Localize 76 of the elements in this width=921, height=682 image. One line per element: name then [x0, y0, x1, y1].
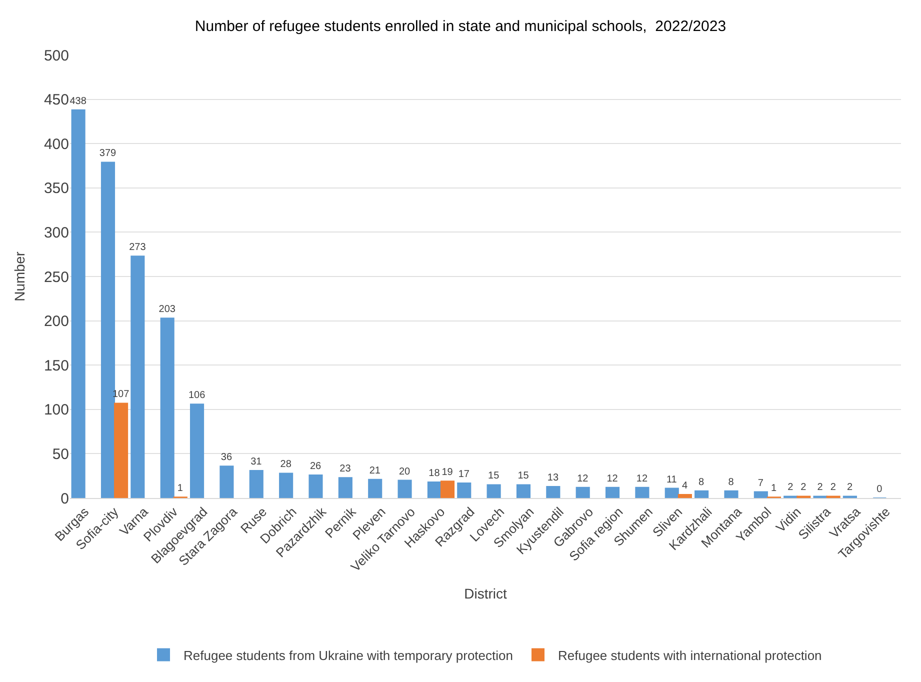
y-tick-label: 400 — [44, 136, 69, 153]
bar — [398, 480, 412, 498]
bar — [71, 109, 86, 498]
y-tick-label: 200 — [44, 313, 69, 330]
bar — [114, 402, 128, 498]
data-label: 21 — [369, 465, 381, 476]
bar — [220, 466, 234, 498]
bar — [605, 486, 620, 498]
data-label: 2 — [800, 482, 807, 494]
y-tick-label: 0 — [60, 490, 69, 508]
data-label: 19 — [442, 467, 454, 478]
data-label: 11 — [666, 474, 678, 486]
bar — [724, 490, 738, 498]
y-tick-label: 100 — [44, 402, 69, 419]
data-label: 20 — [398, 466, 411, 478]
data-label: 12 — [636, 473, 648, 484]
bar — [279, 472, 294, 498]
data-label: 7 — [758, 478, 764, 489]
data-label: 13 — [547, 472, 559, 484]
data-label: 15 — [488, 470, 500, 482]
bar — [754, 491, 768, 498]
data-label: 0 — [876, 484, 883, 495]
data-label: 31 — [250, 456, 262, 468]
data-label: 1 — [770, 483, 777, 494]
data-label: 36 — [220, 452, 232, 464]
y-tick-label: 250 — [44, 268, 69, 286]
data-label: 2 — [788, 482, 794, 494]
data-label: 1 — [177, 483, 184, 494]
bar — [440, 480, 455, 498]
data-label: 106 — [188, 390, 206, 402]
data-label: 273 — [129, 242, 146, 254]
data-label: 8 — [728, 476, 734, 488]
y-tick-label: 450 — [44, 92, 69, 109]
bar — [546, 486, 560, 498]
data-label: 26 — [310, 460, 322, 472]
y-tick-label: 150 — [44, 357, 69, 374]
data-label: 28 — [280, 459, 292, 470]
bar — [457, 482, 472, 498]
bar — [338, 477, 352, 498]
x-axis-title: District — [464, 586, 507, 602]
data-label: 2 — [830, 482, 836, 494]
bar — [130, 256, 145, 498]
bar — [308, 474, 323, 498]
data-label: 438 — [70, 96, 87, 107]
bar — [678, 494, 692, 498]
data-label: 8 — [698, 476, 705, 488]
y-tick-label: 350 — [44, 180, 69, 198]
data-label: 4 — [682, 480, 688, 492]
bar — [694, 490, 709, 498]
data-label: 12 — [577, 473, 589, 484]
data-label: 12 — [606, 473, 618, 484]
y-axis-title: Number — [12, 251, 28, 302]
y-tick-label: 50 — [52, 446, 69, 463]
bar — [368, 478, 382, 498]
chart-title: Number of refugee students enrolled in state and municipal schools, 2022/2023 — [194, 18, 726, 35]
legend-label: Refugee students from Ukraine with temporary protection — [184, 648, 513, 663]
legend-label: Refugee students with international protection — [558, 648, 822, 663]
data-label: 23 — [340, 464, 352, 475]
data-label: 15 — [518, 470, 530, 482]
data-label: 17 — [458, 468, 470, 480]
bar — [249, 470, 264, 498]
bar — [427, 482, 442, 498]
bar — [635, 486, 650, 498]
bar — [576, 486, 590, 498]
y-tick-label: 500 — [44, 47, 69, 64]
y-tick-label: 300 — [44, 224, 69, 242]
bar — [516, 484, 531, 498]
bar — [486, 484, 501, 498]
data-label: 203 — [158, 304, 176, 316]
bar — [190, 404, 204, 498]
data-label: 2 — [817, 482, 824, 494]
bar — [160, 318, 174, 498]
data-label: 2 — [846, 482, 853, 494]
data-label: 379 — [99, 148, 117, 160]
data-label: 18 — [428, 468, 440, 480]
bar — [664, 488, 679, 498]
